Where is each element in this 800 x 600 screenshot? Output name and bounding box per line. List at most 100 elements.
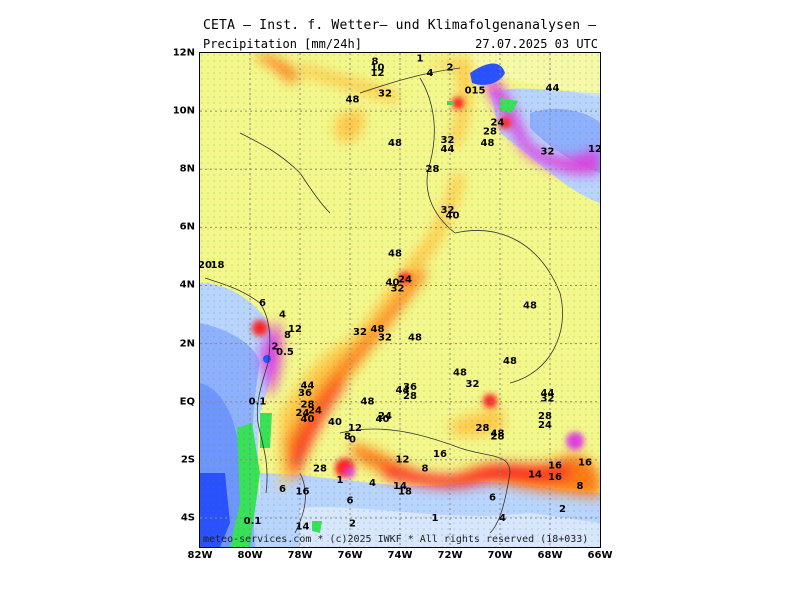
precip-value-label: 16 xyxy=(433,449,447,460)
precip-value-label: 14 xyxy=(296,522,310,533)
value-labels: 20186412820.50.1443628244024401280281616… xyxy=(200,54,600,533)
precip-value-label: 28 xyxy=(313,463,327,474)
precip-value-label: 40 xyxy=(301,414,315,425)
precip-value-label: 12 xyxy=(371,68,385,79)
precip-value-label: 18 xyxy=(398,487,412,498)
precip-value-label: 16 xyxy=(548,472,562,483)
precip-value-label: 48 xyxy=(371,324,385,335)
precip-value-label: 12 xyxy=(588,144,600,155)
precip-value-label: 8 xyxy=(284,330,291,341)
precip-value-label: 36 xyxy=(403,382,417,393)
precip-value-label: 16 xyxy=(548,461,562,472)
precip-value-label: 0.5 xyxy=(276,347,294,358)
lon-tick-label: 70W xyxy=(487,550,513,561)
precip-value-label: 24 xyxy=(378,411,392,422)
precip-value-label: 48 xyxy=(388,248,402,259)
precip-value-label: 28 xyxy=(538,411,552,422)
lon-tick-label: 72W xyxy=(437,550,463,561)
precip-value-label: 48 xyxy=(503,356,517,367)
precip-value-label: 44 xyxy=(301,381,315,392)
precip-value-label: 1 xyxy=(432,513,439,524)
precip-value-label: 40 xyxy=(328,417,342,428)
precip-value-label: 12 xyxy=(288,324,302,335)
lat-tick-label: 4S xyxy=(180,512,195,524)
copyright-footer: meteo-services.com * (c)2025 IWKF * All … xyxy=(203,534,589,545)
lat-tick-label: 2N xyxy=(179,338,195,350)
lon-tick-label: 66W xyxy=(587,550,613,561)
precip-value-label: 16 xyxy=(296,487,310,498)
valid-datetime: 27.07.2025 03 UTC xyxy=(475,37,598,51)
coastlines-borders xyxy=(204,67,563,534)
precip-value-label: 48 xyxy=(453,368,467,379)
precip-value-label: 20 xyxy=(200,260,212,271)
precip-value-label: 48 xyxy=(491,429,505,440)
precip-value-label: 8 xyxy=(372,57,379,68)
precip-value-label: 2 xyxy=(559,504,566,515)
precip-value-label: 6 xyxy=(347,495,354,506)
precip-value-label: 24 xyxy=(308,405,322,416)
precip-value-label: 44 xyxy=(546,83,560,94)
precip-value-label: 32 xyxy=(466,379,480,390)
precip-value-label: 32 xyxy=(541,147,555,158)
precip-value-label: 14 xyxy=(393,481,407,492)
precip-value-label: 24 xyxy=(491,118,505,129)
precip-value-label: 32 xyxy=(441,135,455,146)
precip-value-label: 28 xyxy=(491,431,505,442)
precip-value-label: 32 xyxy=(441,205,455,216)
graticule xyxy=(200,53,600,547)
precip-value-label: 24 xyxy=(296,408,310,419)
lon-tick-label: 80W xyxy=(237,550,263,561)
precip-value-label: 4 xyxy=(499,513,506,524)
lat-tick-label: 8N xyxy=(179,163,195,175)
precip-value-label: 36 xyxy=(298,388,312,399)
precip-value-label: 32 xyxy=(353,327,367,338)
precip-value-label: 10 xyxy=(371,62,385,73)
precip-value-label: 6 xyxy=(489,493,496,504)
precip-value-label: 28 xyxy=(301,400,315,411)
precip-value-label: 24 xyxy=(398,275,412,286)
chart-title: CETA — Inst. f. Wetter— und Klimafolgena… xyxy=(203,18,597,33)
precip-value-label: 16 xyxy=(578,458,592,469)
precip-value-label: 44 xyxy=(396,385,410,396)
precip-value-label: 40 xyxy=(446,211,460,222)
lon-tick-label: 76W xyxy=(337,550,363,561)
precip-value-label: 28 xyxy=(403,391,417,402)
precipitation-map: 20186412820.50.1443628244024401280281616… xyxy=(199,52,601,548)
lon-tick-label: 78W xyxy=(287,550,313,561)
precip-value-label: 48 xyxy=(346,94,360,105)
precip-value-label: 4 xyxy=(279,309,286,320)
precip-value-label: 2 xyxy=(272,341,279,352)
lon-tick-label: 74W xyxy=(387,550,413,561)
precip-value-label: 32 xyxy=(391,283,405,294)
lon-tick-label: 82W xyxy=(187,550,213,561)
precip-value-label: 2 xyxy=(447,62,454,73)
precip-value-label: 48 xyxy=(408,333,422,344)
lat-tick-label: EQ xyxy=(179,396,195,408)
precip-value-label: 40 xyxy=(376,414,390,425)
precip-value-label: 32 xyxy=(378,89,392,100)
precip-value-label: 18 xyxy=(211,260,225,271)
precip-value-label: 48 xyxy=(481,138,495,149)
precip-value-label: 40 xyxy=(386,277,400,288)
precip-value-label: 2 xyxy=(349,519,356,530)
precip-value-label: 32 xyxy=(541,394,555,405)
precip-value-label: 1 xyxy=(417,54,424,65)
precip-value-label: 44 xyxy=(541,388,555,399)
lat-tick-label: 10N xyxy=(172,105,195,117)
precip-value-label: 8 xyxy=(344,431,351,442)
lat-tick-label: 6N xyxy=(179,221,195,233)
precip-value-label: 0.1 xyxy=(249,397,267,408)
precip-value-label: 28 xyxy=(476,423,490,434)
precip-value-label: 12 xyxy=(348,423,362,434)
precip-value-label: 32 xyxy=(378,333,392,344)
precip-value-label: 48 xyxy=(388,138,402,149)
lat-tick-label: 12N xyxy=(172,47,195,59)
precip-value-label: 28 xyxy=(426,164,440,175)
precip-value-label: 48 xyxy=(361,397,375,408)
variable-label: Precipitation [mm/24h] xyxy=(203,37,362,51)
precip-value-label: 44 xyxy=(441,144,455,155)
precip-value-label: 28 xyxy=(483,126,497,137)
precip-value-label: 4 xyxy=(369,478,376,489)
precip-value-label: 4 xyxy=(427,68,434,79)
lat-tick-label: 2S xyxy=(180,454,195,466)
